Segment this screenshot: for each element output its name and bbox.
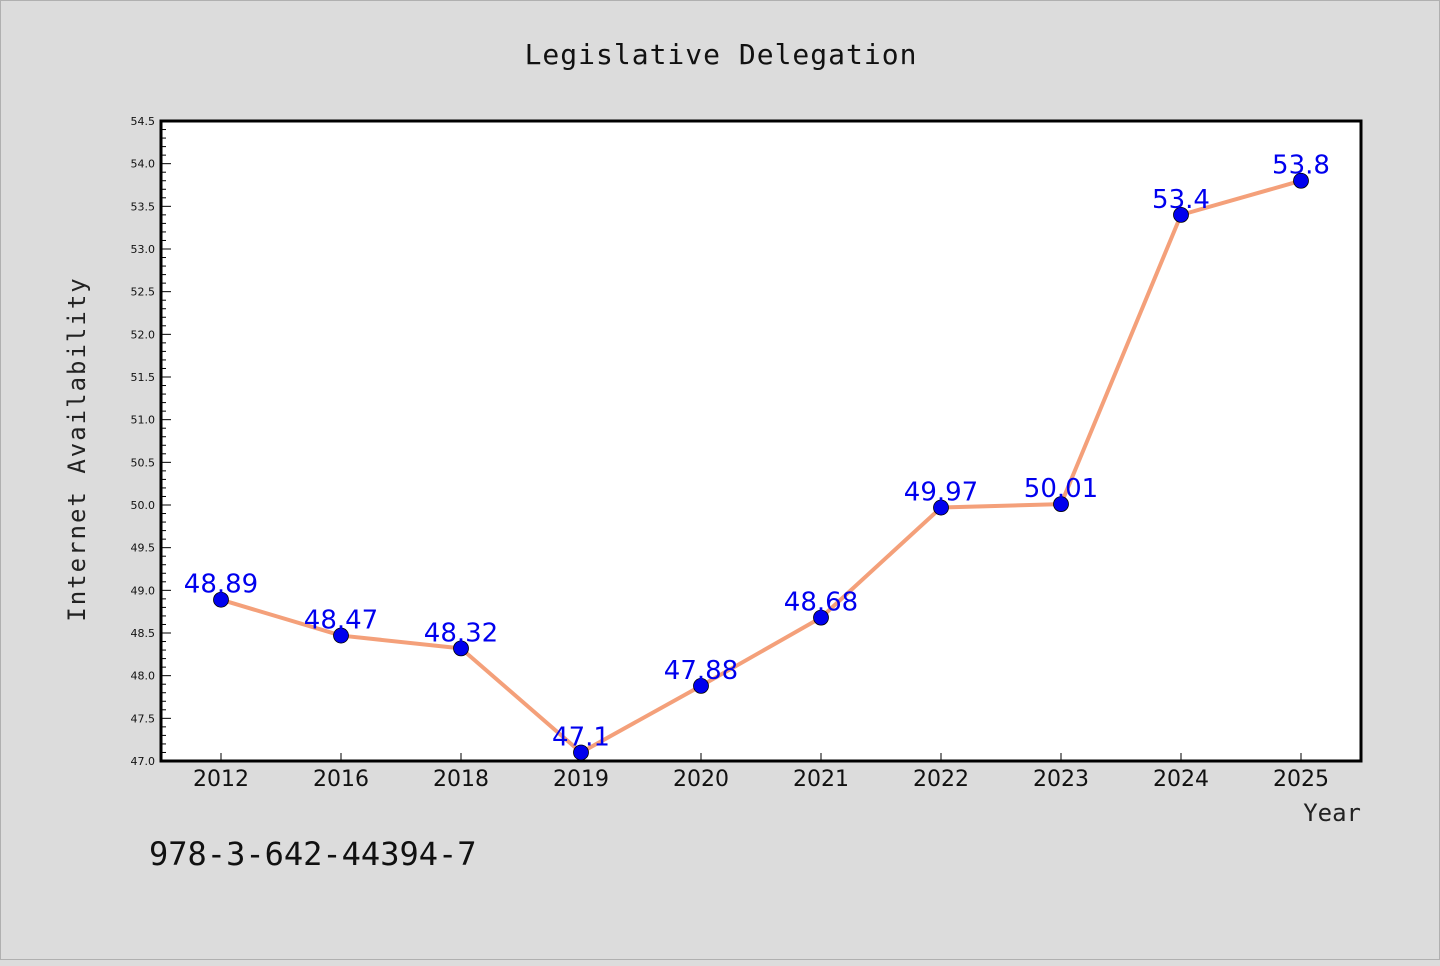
y-tick-label: 48.0 [131, 670, 156, 683]
y-tick-label: 48.5 [131, 627, 156, 640]
x-tick-label: 2019 [553, 767, 609, 792]
data-point [813, 609, 829, 626]
x-tick-label: 2018 [433, 767, 489, 792]
data-label: 47.88 [664, 656, 738, 686]
x-axis: 2012 2016 2018 2019 2020 2021 2022 2023 2024 2025 [193, 753, 1329, 792]
x-tick-label: 2022 [913, 767, 969, 792]
y-tick-label: 52.5 [131, 286, 156, 299]
data-label: 47.1 [552, 722, 610, 752]
y-axis-label: Internet Availability [63, 276, 91, 621]
data-point [1293, 172, 1309, 189]
y-tick-label: 54.5 [131, 115, 156, 128]
y-tick-label: 53.0 [131, 243, 156, 256]
data-point [453, 640, 469, 657]
x-tick-label: 2012 [193, 767, 249, 792]
data-label: 49.97 [904, 478, 978, 508]
data-point [693, 678, 709, 694]
x-tick-label: 2024 [1153, 767, 1209, 792]
x-axis-label: Year [1303, 799, 1361, 827]
data-point [933, 499, 949, 516]
chart-title: Legislative Delegation [525, 38, 918, 71]
y-tick-label: 51.5 [131, 371, 156, 384]
y-tick-label: 49.5 [131, 542, 156, 555]
data-point [573, 744, 589, 761]
y-tick-label: 49.0 [131, 584, 156, 597]
data-label: 48.47 [304, 606, 378, 636]
data-point [1053, 496, 1069, 513]
data-point [1173, 206, 1189, 223]
y-tick-label: 54.0 [131, 158, 156, 171]
x-tick-label: 2025 [1273, 767, 1329, 792]
y-tick-label: 52.0 [131, 328, 156, 341]
y-tick-label: 47.5 [131, 712, 156, 725]
x-tick-label: 2016 [313, 767, 369, 792]
y-tick-label: 50.0 [131, 499, 156, 512]
x-tick-label: 2020 [673, 767, 729, 792]
y-tick-label: 51.0 [131, 414, 156, 427]
series-line [219, 178, 1303, 755]
data-label: 48.68 [784, 588, 858, 618]
y-tick-label: 53.5 [131, 200, 156, 213]
series-group: 48.89 48.47 48.32 47.1 47.88 48.68 49.97 50.01 5… [184, 151, 1330, 761]
plot-area [159, 119, 1363, 763]
data-point [213, 591, 229, 608]
x-tick-label: 2021 [793, 767, 849, 792]
data-label: 50.01 [1024, 474, 1098, 504]
x-tick-label: 2023 [1033, 767, 1089, 792]
y-tick-label: 47.0 [131, 755, 156, 768]
data-label: 48.89 [184, 570, 258, 600]
data-label: 53.8 [1272, 151, 1330, 181]
y-axis: 47.0 47.5 48.0 48.5 49.0 49.5 50.0 50.5 51.0 51.5… [131, 115, 171, 768]
data-label: 53.4 [1152, 185, 1210, 215]
data-point [333, 627, 349, 644]
data-label: 48.32 [424, 618, 498, 648]
isbn-text: 978-3-642-44394-7 [149, 835, 477, 873]
y-tick-label: 50.5 [131, 456, 156, 469]
